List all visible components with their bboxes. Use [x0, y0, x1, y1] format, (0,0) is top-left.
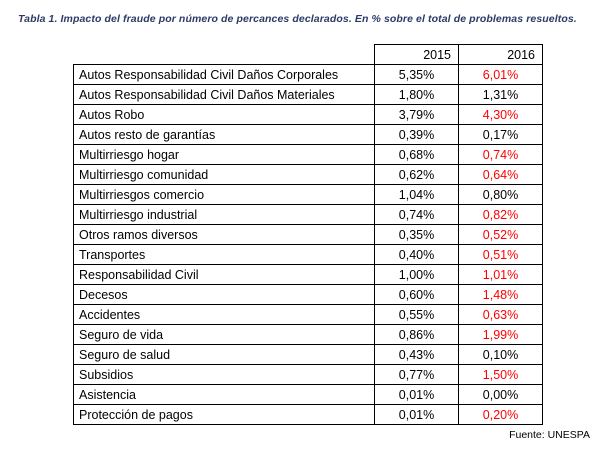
- value-2015: 0,43%: [374, 344, 459, 365]
- value-2016: 0,80%: [458, 184, 543, 205]
- value-2015: 0,62%: [374, 164, 459, 185]
- value-2015: 0,86%: [374, 324, 459, 345]
- row-label: Autos Robo: [73, 104, 375, 125]
- value-2016: 1,48%: [458, 284, 543, 305]
- header-row: 2015 2016: [74, 44, 543, 65]
- row-label: Accidentes: [73, 304, 375, 325]
- value-2015: 0,68%: [374, 144, 459, 165]
- value-2016: 1,50%: [458, 364, 543, 385]
- value-2016: 0,63%: [458, 304, 543, 325]
- row-label: Autos Responsabilidad Civil Daños Corpor…: [73, 64, 375, 85]
- row-label: Protección de pagos: [73, 404, 375, 425]
- value-2016: 0,64%: [458, 164, 543, 185]
- table-body: Autos Responsabilidad Civil Daños Corpor…: [73, 64, 543, 425]
- table-row: Seguro de vida 0,86% 1,99%: [73, 324, 543, 345]
- value-2015: 1,00%: [374, 264, 459, 285]
- value-2016: 0,51%: [458, 244, 543, 265]
- value-2015: 1,80%: [374, 84, 459, 105]
- row-label: Subsidios: [73, 364, 375, 385]
- table-row: Multirriesgo industrial 0,74% 0,82%: [73, 204, 543, 225]
- value-2015: 0,60%: [374, 284, 459, 305]
- value-2015: 0,77%: [374, 364, 459, 385]
- table-row: Seguro de salud 0,43% 0,10%: [73, 344, 543, 365]
- value-2016: 0,17%: [458, 124, 543, 145]
- table-row: Accidentes 0,55% 0,63%: [73, 304, 543, 325]
- row-label: Asistencia: [73, 384, 375, 405]
- value-2015: 0,40%: [374, 244, 459, 265]
- column-header-2016: 2016: [458, 44, 543, 65]
- fraud-impact-table: 2015 2016 Autos Responsabilidad Civil Da…: [73, 44, 543, 425]
- value-2015: 0,35%: [374, 224, 459, 245]
- table-row: Autos Robo 3,79% 4,30%: [73, 104, 543, 125]
- row-label: Multirriesgos comercio: [73, 184, 375, 205]
- table-row: Autos resto de garantías 0,39% 0,17%: [73, 124, 543, 145]
- value-2015: 5,35%: [374, 64, 459, 85]
- value-2015: 0,39%: [374, 124, 459, 145]
- value-2015: 0,01%: [374, 384, 459, 405]
- table-header: 2015 2016: [74, 44, 543, 65]
- table-row: Protección de pagos 0,01% 0,20%: [73, 404, 543, 425]
- value-2016: 1,01%: [458, 264, 543, 285]
- value-2015: 0,01%: [374, 404, 459, 425]
- table-row: Transportes 0,40% 0,51%: [73, 244, 543, 265]
- value-2015: 0,74%: [374, 204, 459, 225]
- table-row: Autos Responsabilidad Civil Daños Corpor…: [73, 64, 543, 85]
- value-2016: 4,30%: [458, 104, 543, 125]
- value-2016: 1,99%: [458, 324, 543, 345]
- value-2016: 0,10%: [458, 344, 543, 365]
- table-row: Multirriesgo comunidad 0,62% 0,64%: [73, 164, 543, 185]
- row-label: Multirriesgo hogar: [73, 144, 375, 165]
- table-row: Decesos 0,60% 1,48%: [73, 284, 543, 305]
- value-2015: 3,79%: [374, 104, 459, 125]
- value-2016: 1,31%: [458, 84, 543, 105]
- value-2016: 0,52%: [458, 224, 543, 245]
- value-2016: 0,82%: [458, 204, 543, 225]
- row-label: Transportes: [73, 244, 375, 265]
- value-2016: 0,20%: [458, 404, 543, 425]
- table-row: Multirriesgos comercio 1,04% 0,80%: [73, 184, 543, 205]
- value-2016: 0,74%: [458, 144, 543, 165]
- value-2016: 0,00%: [458, 384, 543, 405]
- row-label: Seguro de vida: [73, 324, 375, 345]
- row-label: Decesos: [73, 284, 375, 305]
- source-note: Fuente: UNESPA: [509, 429, 590, 441]
- row-label: Otros ramos diversos: [73, 224, 375, 245]
- table-row: Responsabilidad Civil 1,00% 1,01%: [73, 264, 543, 285]
- header-empty-corner: [74, 45, 375, 65]
- table-row: Otros ramos diversos 0,35% 0,52%: [73, 224, 543, 245]
- row-label: Autos Responsabilidad Civil Daños Materi…: [73, 84, 375, 105]
- row-label: Seguro de salud: [73, 344, 375, 365]
- table-row: Subsidios 0,77% 1,50%: [73, 364, 543, 385]
- value-2015: 0,55%: [374, 304, 459, 325]
- value-2015: 1,04%: [374, 184, 459, 205]
- row-label: Responsabilidad Civil: [73, 264, 375, 285]
- table-caption: Tabla 1. Impacto del fraude por número d…: [18, 13, 577, 25]
- row-label: Multirriesgo industrial: [73, 204, 375, 225]
- row-label: Multirriesgo comunidad: [73, 164, 375, 185]
- table-row: Asistencia 0,01% 0,00%: [73, 384, 543, 405]
- row-label: Autos resto de garantías: [73, 124, 375, 145]
- value-2016: 6,01%: [458, 64, 543, 85]
- column-header-2015: 2015: [374, 44, 459, 65]
- table-row: Autos Responsabilidad Civil Daños Materi…: [73, 84, 543, 105]
- table-row: Multirriesgo hogar 0,68% 0,74%: [73, 144, 543, 165]
